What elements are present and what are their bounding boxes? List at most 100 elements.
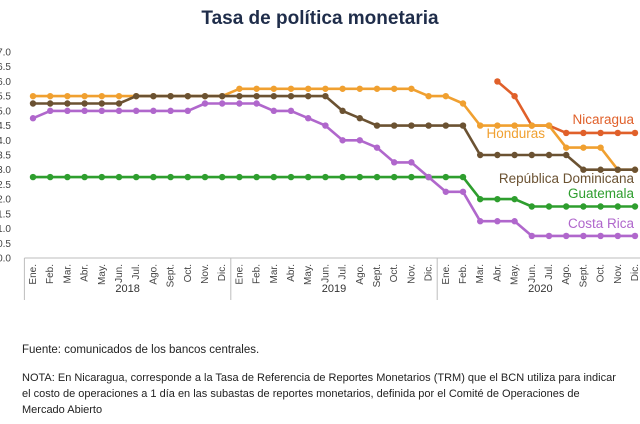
data-point (597, 166, 604, 173)
data-point (167, 92, 174, 100)
data-point (115, 100, 123, 107)
data-point (81, 92, 88, 100)
x-tick-label: Ago. (148, 264, 159, 285)
data-point (511, 195, 518, 203)
x-tick-label: Ene. (28, 264, 39, 285)
data-point (29, 92, 37, 100)
data-point (563, 232, 570, 240)
y-tick-label: 5.5 (0, 92, 11, 103)
data-point (511, 151, 518, 159)
data-point (219, 92, 226, 100)
data-point (391, 85, 398, 92)
axes: 7.0 6.5 6.0 5.5 5.0 4.5 4.0 3.5 3.0 2.5 2.0 1.5 1.0 0… (0, 48, 640, 300)
data-point (339, 137, 346, 144)
y-tick-label: 3.5 (0, 151, 11, 162)
data-point (425, 173, 432, 181)
data-point (322, 92, 329, 100)
data-point (287, 107, 295, 115)
source-text: Fuente: comunicados de los bancos centra… (22, 344, 260, 356)
x-tick-label: Feb. (252, 264, 263, 284)
year-label: 2019 (322, 283, 346, 295)
data-point (545, 151, 553, 159)
data-point (98, 100, 106, 107)
data-point (408, 159, 415, 166)
data-point (150, 92, 157, 100)
data-point (494, 122, 501, 129)
data-point (442, 122, 449, 129)
data-point (305, 115, 312, 122)
x-tick-label: Feb. (45, 264, 56, 284)
year-label: 2018 (115, 283, 139, 295)
data-point (47, 173, 54, 181)
data-point (270, 107, 277, 115)
data-point (64, 100, 71, 107)
x-tick-label: Jul. (131, 264, 142, 280)
data-point (98, 173, 106, 181)
y-tick-label: 5.0 (0, 106, 11, 117)
data-point (64, 107, 71, 115)
data-point (631, 129, 639, 137)
x-tick-label: Jul. (544, 264, 555, 280)
x-tick-label: Mar. (62, 264, 73, 283)
x-tick-label: Abr. (492, 264, 503, 282)
data-point (391, 173, 398, 181)
data-point (477, 151, 484, 159)
data-point (287, 173, 295, 181)
data-point (614, 129, 621, 137)
data-point (219, 100, 226, 107)
data-point (494, 218, 501, 225)
data-point (115, 92, 123, 100)
data-point (305, 173, 312, 181)
x-tick-label: Dic. (424, 264, 435, 281)
data-point (580, 203, 587, 210)
data-point (236, 85, 243, 92)
series-label: República Dominicana (499, 171, 635, 186)
series-line (32, 102, 635, 238)
x-tick-label: Jun. (527, 264, 538, 283)
data-point (81, 100, 88, 107)
y-tick-label: 2.0 (0, 195, 11, 206)
data-point (98, 92, 106, 100)
series-label: Costa Rica (568, 216, 635, 231)
x-tick-label: Sept. (372, 264, 383, 287)
data-point (545, 232, 553, 240)
data-point (133, 107, 140, 115)
x-tick-label: Mar. (269, 264, 280, 283)
data-point (631, 203, 639, 210)
data-point (287, 85, 295, 92)
data-point (528, 122, 535, 129)
data-point (459, 100, 467, 107)
data-point (47, 92, 54, 100)
series-guatemala (29, 173, 639, 210)
series-label: Guatemala (568, 186, 635, 201)
data-point (270, 92, 277, 100)
x-tick-label: Dic. (217, 264, 228, 281)
x-tick-label: Jun. (320, 264, 331, 283)
y-tick-label: 0.0 (0, 254, 11, 265)
note-text: NOTA: En Nicaragua, corresponde a la Tas… (22, 372, 616, 416)
data-point (133, 173, 140, 181)
data-point (459, 122, 467, 129)
data-point (614, 232, 621, 240)
data-point (477, 218, 484, 225)
x-tick-label: Nov. (613, 264, 624, 284)
data-point (236, 100, 243, 107)
y-tick-label: 1.0 (0, 224, 11, 235)
x-tick-label: Jul. (338, 264, 349, 280)
data-point (356, 115, 363, 122)
data-point (133, 92, 140, 100)
data-point (236, 173, 243, 181)
data-point (477, 195, 484, 203)
data-point (322, 122, 329, 129)
x-tick-label: Abr. (286, 264, 297, 282)
data-point (253, 92, 260, 100)
data-point (201, 92, 209, 100)
data-point (373, 144, 381, 151)
data-point (442, 188, 449, 195)
data-point (631, 166, 639, 173)
y-tick-label: 4.5 (0, 121, 11, 132)
data-point (305, 92, 312, 100)
y-tick-label: 6.0 (0, 77, 11, 88)
data-point (597, 203, 604, 210)
data-point (511, 92, 518, 100)
